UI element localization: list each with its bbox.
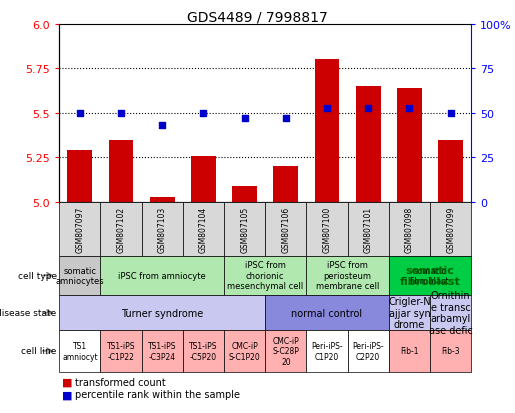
Text: CMC-iP
S-C1P20: CMC-iP S-C1P20 (229, 342, 261, 361)
Text: iPSC from
periosteum
membrane cell: iPSC from periosteum membrane cell (316, 261, 380, 290)
Text: somatic
fibroblast: somatic fibroblast (400, 265, 460, 287)
Text: somatic
amniocytes: somatic amniocytes (56, 266, 104, 285)
Text: iPSC from
chorionic
mesenchymal cell: iPSC from chorionic mesenchymal cell (227, 261, 303, 290)
Bar (356, 87, 381, 202)
Text: GSM807103: GSM807103 (158, 206, 167, 252)
Point (405, 105, 414, 112)
Text: ■: ■ (62, 389, 72, 399)
Text: Peri-iPS-
C2P20: Peri-iPS- C2P20 (352, 342, 384, 361)
Point (447, 110, 455, 117)
Point (241, 116, 249, 122)
Text: GDS4489 / 7998817: GDS4489 / 7998817 (187, 10, 328, 24)
Text: TS1-iPS
-C1P22: TS1-iPS -C1P22 (107, 342, 135, 361)
Point (199, 110, 208, 117)
Text: GSM807106: GSM807106 (281, 206, 290, 252)
Text: GSM807102: GSM807102 (116, 206, 126, 252)
Bar (67, 151, 92, 202)
Text: GSM807098: GSM807098 (405, 206, 414, 252)
Text: TS1-iPS
-C3P24: TS1-iPS -C3P24 (148, 342, 177, 361)
Text: normal control: normal control (291, 308, 363, 318)
Text: GSM807104: GSM807104 (199, 206, 208, 252)
Text: GSM807097: GSM807097 (75, 206, 84, 252)
Text: somatic
fibroblast: somatic fibroblast (410, 266, 450, 285)
Text: cell line: cell line (21, 347, 57, 356)
Bar (191, 156, 216, 202)
Text: Peri-iPS-
C1P20: Peri-iPS- C1P20 (311, 342, 343, 361)
Text: ■: ■ (62, 377, 72, 387)
Point (282, 116, 290, 122)
Bar (232, 186, 257, 202)
Text: TS1-iPS
-C5P20: TS1-iPS -C5P20 (189, 342, 218, 361)
Bar (315, 60, 339, 202)
Text: CMC-iP
S-C28P
20: CMC-iP S-C28P 20 (272, 336, 299, 366)
Text: GSM807100: GSM807100 (322, 206, 332, 252)
Bar (397, 89, 422, 202)
Point (76, 110, 84, 117)
Text: Fib-3: Fib-3 (441, 347, 460, 356)
Text: Fib-1: Fib-1 (400, 347, 419, 356)
Text: cell type: cell type (18, 271, 57, 280)
Bar (150, 197, 175, 202)
Text: transformed count: transformed count (75, 377, 165, 387)
Point (323, 105, 331, 112)
Bar (109, 140, 133, 202)
Bar (273, 167, 298, 202)
Text: GSM807099: GSM807099 (446, 206, 455, 252)
Text: GSM807105: GSM807105 (240, 206, 249, 252)
Text: Ornithin
e transc
arbamyl
ase defic: Ornithin e transc arbamyl ase defic (428, 290, 473, 335)
Text: disease state: disease state (0, 309, 57, 317)
Text: GSM807101: GSM807101 (364, 206, 373, 252)
Text: Turner syndrome: Turner syndrome (121, 308, 203, 318)
Point (364, 105, 372, 112)
Point (158, 123, 166, 129)
Text: iPSC from amniocyte: iPSC from amniocyte (118, 271, 206, 280)
Text: TS1
amniocyt: TS1 amniocyt (62, 342, 98, 361)
Bar (438, 140, 463, 202)
Text: Crigler-N
ajjar syn
drome: Crigler-N ajjar syn drome (388, 296, 431, 330)
Text: percentile rank within the sample: percentile rank within the sample (75, 389, 239, 399)
Point (117, 110, 125, 117)
